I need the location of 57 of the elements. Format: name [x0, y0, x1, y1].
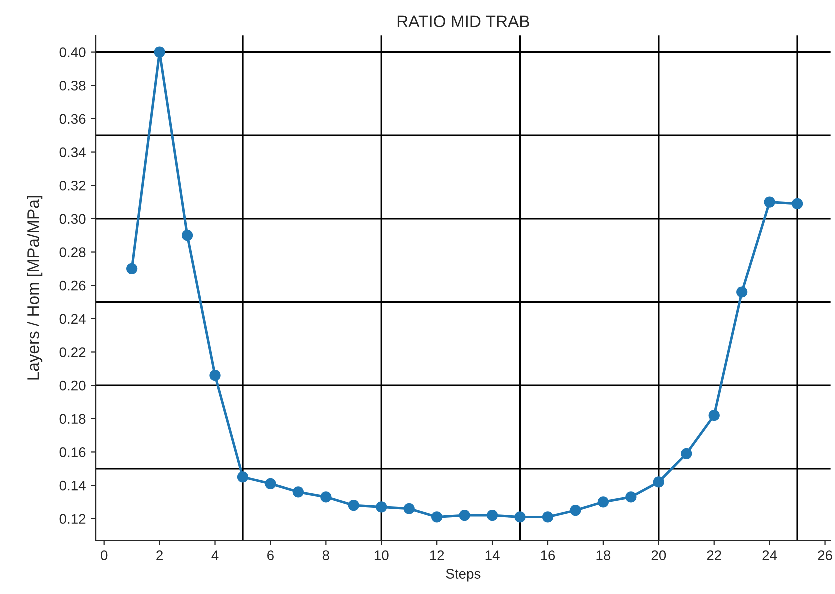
y-tick-label: 0.24 [60, 314, 86, 324]
point [404, 503, 415, 514]
point [708, 410, 720, 422]
x-tick-label: 22 [707, 550, 722, 560]
point [514, 512, 526, 523]
y-tick-label: 0.26 [60, 280, 86, 291]
point [792, 198, 804, 210]
y-tick-label: 0.16 [60, 448, 86, 458]
point [376, 502, 388, 513]
point [542, 512, 554, 523]
x-tick-label: 20 [652, 550, 666, 560]
x-tick-label: 18 [596, 550, 611, 560]
point [432, 512, 443, 523]
point [182, 230, 194, 242]
x-tick-label: 24 [762, 550, 778, 560]
point [598, 496, 610, 508]
y-tick-label: 0.18 [60, 414, 86, 424]
y-tick-label: 0.30 [60, 214, 86, 224]
point [210, 370, 221, 382]
x-tick-label: 12 [430, 550, 444, 560]
point [681, 448, 692, 460]
y-axis-title: Layers / Hom [MPa/MPa] [27, 196, 43, 380]
x-tick-label: 16 [541, 550, 556, 560]
y-tick-label: 0.32 [60, 180, 86, 191]
x-tick-label: 4 [212, 550, 219, 560]
x-tick-label: 6 [268, 550, 274, 560]
x-tick-label: 8 [322, 550, 330, 560]
chart-title: RATIO MID TRAB [398, 16, 530, 28]
y-tick-label: 0.28 [60, 248, 86, 258]
point [292, 486, 304, 498]
x-tick-label: 26 [818, 550, 832, 560]
y-tick-label: 0.38 [60, 80, 86, 91]
y-tick-label: 0.20 [60, 380, 86, 391]
point [126, 263, 138, 274]
y-tick-label: 0.14 [60, 480, 86, 491]
point [348, 500, 360, 512]
x-tick-label: 14 [486, 550, 500, 560]
point [764, 196, 776, 208]
point [320, 492, 332, 503]
y-tick-label: 0.36 [60, 114, 86, 124]
point [626, 492, 637, 503]
point [570, 504, 582, 516]
point [459, 510, 470, 522]
point [265, 478, 276, 490]
point [154, 46, 166, 58]
x-axis-title: Steps [446, 569, 481, 582]
x-tick-label: 10 [374, 550, 389, 560]
y-tick-label: 0.12 [60, 514, 86, 524]
x-tick-label: 0 [101, 550, 108, 560]
point [486, 510, 498, 522]
y-tick-label: 0.22 [60, 348, 86, 358]
point [653, 476, 664, 488]
y-tick-label: 0.40 [60, 48, 86, 58]
point [736, 286, 748, 298]
y-tick-label: 0.34 [60, 148, 86, 158]
x-tick-label: 2 [156, 550, 163, 560]
point [237, 472, 249, 483]
